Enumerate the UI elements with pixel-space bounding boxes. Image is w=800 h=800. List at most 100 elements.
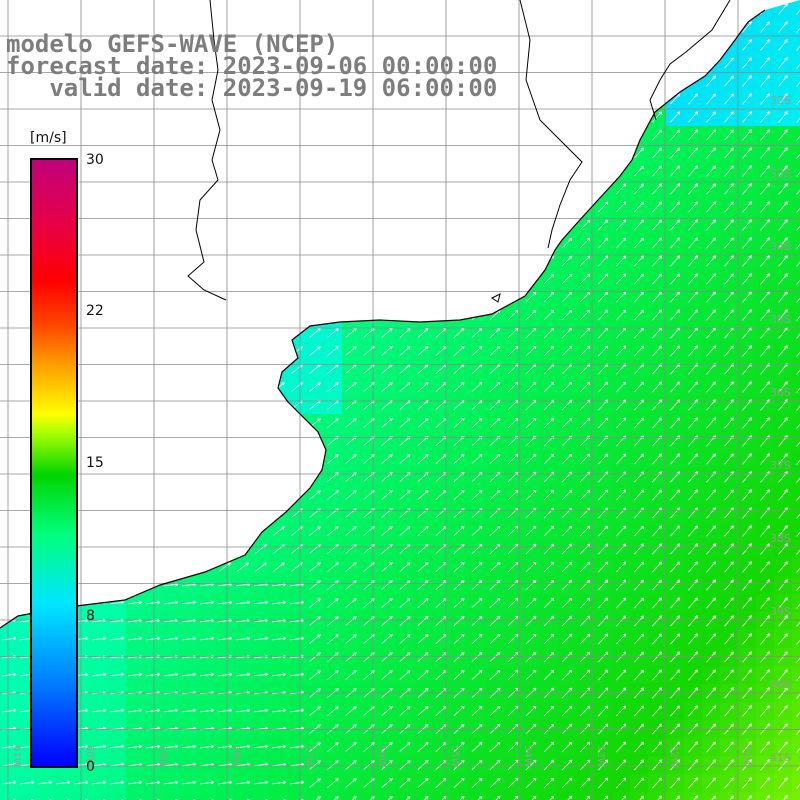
wind-cell: [792, 342, 800, 361]
model-title: modelo GEFS-WAVE (NCEP): [6, 30, 339, 58]
wind-cell: [180, 792, 199, 800]
wind-arrow: [489, 777, 501, 789]
wind-arrow: [507, 705, 519, 717]
wind-arrow: [652, 165, 663, 177]
wind-arrow: [146, 636, 161, 641]
wind-arrow: [615, 489, 627, 501]
wind-arrow: [471, 723, 483, 735]
wind-arrow: [164, 708, 179, 713]
wind-arrow: [778, 273, 788, 285]
wind-arrow: [706, 147, 716, 159]
wind-arrow: [309, 724, 321, 734]
wind-arrow: [399, 454, 411, 464]
wind-cell: [792, 252, 800, 271]
wind-arrow: [796, 273, 800, 285]
wind-arrow: [128, 744, 143, 749]
wind-arrow: [724, 183, 734, 195]
wind-arrow: [345, 328, 357, 338]
lat-label: 38S: [770, 532, 791, 545]
wind-cell: [792, 666, 800, 685]
wind-arrow: [561, 489, 573, 501]
wind-arrow: [453, 651, 465, 663]
wind-cell: [666, 792, 685, 800]
wind-arrow: [489, 489, 501, 501]
wind-arrow: [670, 543, 681, 555]
wind-arrow: [615, 633, 627, 645]
wind-arrow: [345, 616, 357, 626]
wind-arrow: [778, 741, 788, 753]
wind-arrow: [128, 780, 143, 785]
wind-arrow: [309, 796, 321, 800]
wind-arrow: [146, 600, 161, 605]
wind-cell: [792, 414, 800, 433]
wind-arrow: [579, 489, 591, 501]
wind-arrow: [489, 795, 501, 800]
wind-arrow: [634, 165, 645, 177]
wind-arrow: [597, 561, 609, 573]
wind-arrow: [164, 780, 179, 785]
wind-arrow: [597, 633, 609, 645]
wind-arrow: [634, 417, 645, 429]
wind-arrow: [453, 597, 465, 609]
wind-arrow: [543, 795, 555, 800]
wind-arrow: [417, 741, 429, 752]
wind-arrow: [309, 490, 321, 500]
wind-cell: [792, 162, 800, 181]
wind-arrow: [796, 525, 800, 537]
wind-cell: [486, 792, 505, 800]
wind-arrow: [164, 600, 179, 605]
wind-arrow: [706, 345, 716, 357]
wind-arrow: [634, 651, 645, 663]
wind-cell: [522, 792, 541, 800]
wind-arrow: [110, 636, 125, 641]
wind-arrow: [615, 615, 627, 627]
wind-arrow: [634, 795, 645, 800]
wind-arrow: [778, 453, 788, 465]
wind-arrow: [20, 780, 35, 785]
wind-arrow: [345, 652, 357, 662]
wind-arrow: [561, 453, 573, 465]
wind-arrow: [236, 708, 251, 713]
wind-arrow: [778, 219, 788, 231]
wind-arrow: [742, 165, 752, 177]
wind-arrow: [760, 579, 770, 591]
wind-arrow: [327, 598, 339, 608]
wind-arrow: [579, 255, 591, 267]
wind-arrow: [742, 453, 752, 465]
wind-arrow: [92, 672, 107, 677]
wind-arrow: [92, 744, 107, 749]
wind-arrow: [688, 489, 698, 501]
wind-arrow: [272, 780, 287, 785]
wind-arrow: [110, 744, 125, 749]
wind-arrow: [760, 39, 770, 51]
wind-arrow: [525, 309, 537, 321]
wind-arrow: [272, 672, 287, 677]
wind-arrow: [453, 633, 465, 645]
wind-arrow: [327, 670, 339, 680]
wind-arrow: [471, 345, 483, 357]
wind-arrow: [760, 255, 770, 267]
wind-arrow: [742, 39, 752, 51]
wind-cell: [792, 216, 800, 235]
wind-arrow: [417, 597, 429, 608]
wind-arrow: [561, 777, 573, 789]
wind-arrow: [399, 562, 411, 572]
wind-arrow: [706, 381, 716, 393]
wind-arrow: [796, 723, 800, 735]
wind-arrow: [597, 309, 609, 321]
wind-arrow: [290, 780, 305, 785]
valid-date: valid date: 2023-09-19 06:00:00: [6, 74, 498, 102]
wind-arrow: [796, 399, 800, 411]
wind-arrow: [399, 796, 411, 800]
wind-arrow: [345, 562, 357, 572]
wind-arrow: [796, 93, 800, 105]
wind-arrow: [471, 777, 483, 789]
wind-arrow: [796, 633, 800, 645]
wind-arrow: [706, 453, 716, 465]
wind-arrow: [381, 706, 393, 716]
wind-arrow: [561, 579, 573, 591]
wind-cell: [792, 702, 800, 721]
wind-arrow: [309, 634, 321, 644]
wind-arrow: [742, 21, 752, 33]
wind-arrow: [652, 309, 663, 321]
